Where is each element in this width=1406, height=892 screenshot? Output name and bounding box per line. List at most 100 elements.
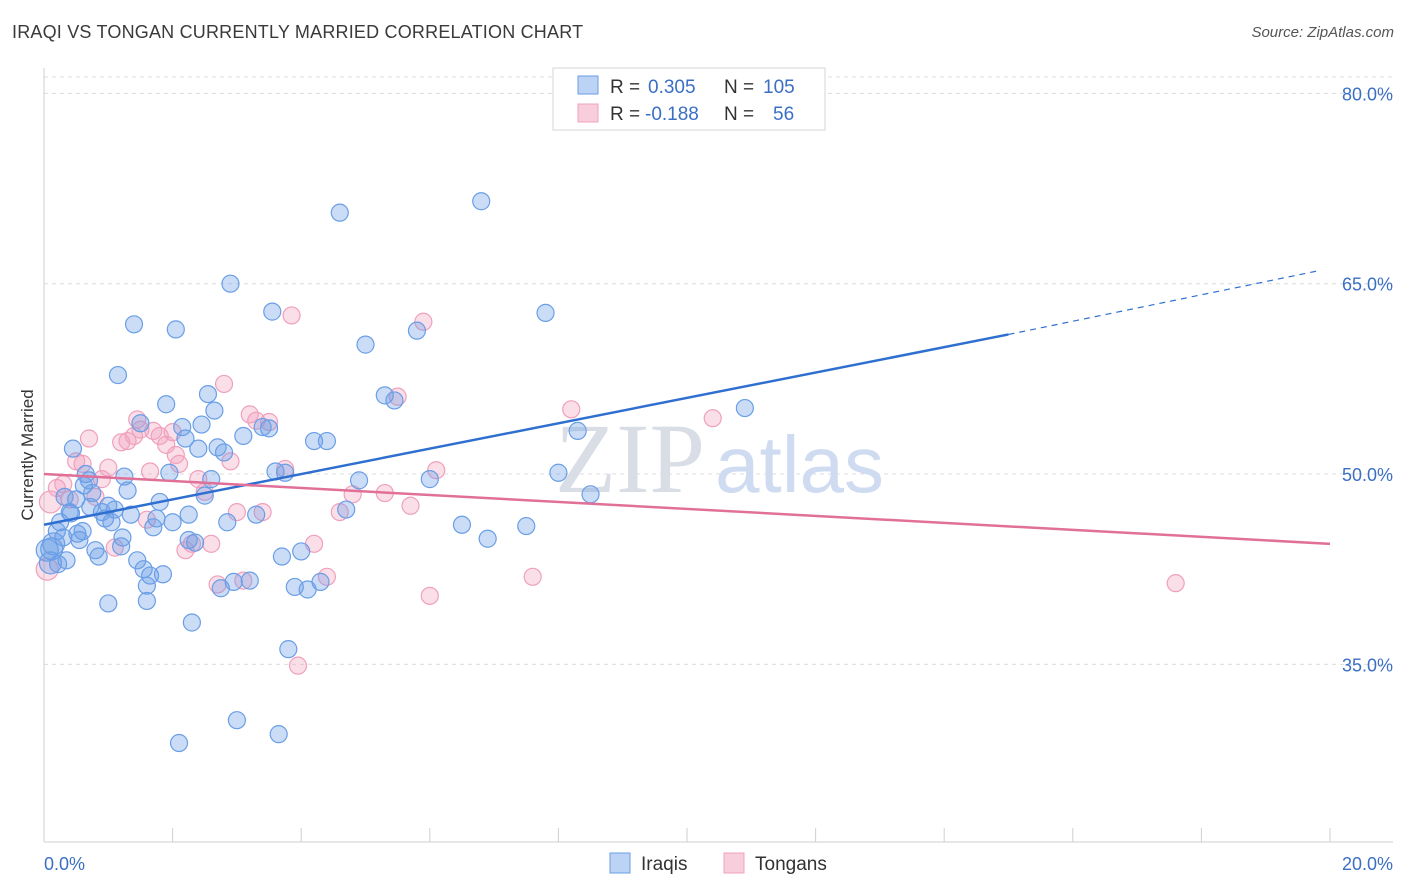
- iraqis-point: [131, 414, 150, 433]
- tongans-point: [523, 567, 542, 586]
- iraqis-point: [121, 505, 140, 524]
- iraqis-point: [176, 429, 195, 448]
- y-tick-label-2: 50.0%: [1342, 465, 1393, 485]
- iraqis-point: [269, 725, 288, 744]
- tongans-point: [427, 461, 446, 480]
- legend-tongan-n: 56: [773, 104, 794, 125]
- iraqis-point: [292, 542, 311, 561]
- iraqis-point: [81, 497, 100, 517]
- iraqis-point: [234, 426, 253, 446]
- tongans-point: [92, 470, 111, 489]
- iraqis-point: [49, 555, 68, 574]
- tongans-point: [73, 454, 92, 473]
- iraqis-point: [192, 415, 211, 434]
- iraqis-point: [202, 470, 221, 489]
- iraqis-point: [214, 443, 234, 462]
- iraqi-trend-extension: [1008, 270, 1318, 336]
- iraqis-point: [218, 513, 237, 532]
- legend-tongan-r: -0.188: [645, 104, 699, 125]
- iraqis-point: [179, 505, 198, 524]
- iraqis-point: [137, 576, 156, 595]
- tongans-point: [420, 586, 439, 605]
- watermark: ZIP atlas: [555, 403, 884, 514]
- iraqis-point: [472, 192, 491, 211]
- iraqis-point: [186, 533, 205, 552]
- iraqis-point: [568, 421, 587, 440]
- iraqis-point: [356, 335, 375, 354]
- legend-tongan-swatch: [577, 103, 599, 123]
- iraqis-point: [317, 431, 337, 451]
- iraqis-point: [169, 733, 189, 753]
- iraqis-point: [205, 401, 224, 420]
- tongans-point: [234, 571, 253, 590]
- chart-source: Source: ZipAtlas.com: [1251, 24, 1394, 41]
- iraqis-point: [189, 439, 208, 458]
- iraqis-point: [385, 391, 404, 410]
- tongans-point: [401, 496, 420, 515]
- iraqis-point: [68, 524, 87, 543]
- axes: [43, 68, 1393, 843]
- iraqis-point: [128, 551, 147, 570]
- tongans-point: [214, 374, 234, 394]
- iraqis-point: [124, 315, 144, 334]
- iraqis-point: [140, 566, 160, 585]
- iraqis-point: [349, 471, 369, 490]
- iraqis-point: [173, 417, 192, 437]
- iraqis-point: [311, 572, 330, 591]
- iraqis-point: [279, 640, 298, 659]
- iraqis-point: [40, 537, 64, 561]
- legend-iraqi-n: 105: [763, 77, 795, 98]
- iraqis-point: [735, 398, 754, 418]
- y-axis-title: Currently Married: [18, 389, 37, 520]
- tongans-point: [131, 420, 150, 439]
- x-tick-label-max: 20.0%: [1342, 854, 1393, 874]
- iraqis-point: [420, 470, 439, 489]
- watermark-zip: ZIP: [555, 403, 705, 514]
- iraqis-point: [182, 613, 201, 632]
- iraqis-point: [67, 490, 86, 509]
- iraqi-trend-line: [43, 333, 1009, 527]
- bottom-legend-iraqi-label: Iraqis: [641, 854, 687, 875]
- stats-legend: R = 0.305 N = 105 R = -0.188 N = 56: [552, 67, 826, 131]
- y-tick-label-1: 65.0%: [1342, 275, 1393, 295]
- iraqis-point: [375, 386, 394, 405]
- iraqis-point: [195, 486, 214, 505]
- chart-title: IRAQI VS TONGAN CURRENTLY MARRIED CORREL…: [12, 22, 584, 42]
- iraqis-point: [337, 500, 356, 519]
- iraqis-point: [99, 594, 118, 613]
- iraqi-points: [35, 192, 754, 753]
- watermark-atlas: atlas: [715, 420, 884, 509]
- y-tick-labels: 80.0% 65.0% 50.0% 35.0%: [1342, 84, 1393, 675]
- iraqis-point: [137, 591, 156, 611]
- iraqis-point: [221, 274, 240, 293]
- iraqis-point: [115, 467, 134, 486]
- tongans-point: [562, 400, 581, 419]
- tongans-point: [35, 557, 59, 581]
- tongan-points: [35, 306, 1185, 675]
- tongans-point: [221, 452, 240, 471]
- iraqis-point: [407, 321, 427, 340]
- tongans-point: [137, 510, 156, 529]
- series-legend: Iraqis Tongans: [609, 852, 827, 875]
- legend-tongan-r-label: R =: [610, 104, 640, 125]
- tongans-point: [282, 306, 301, 325]
- iraqis-point: [113, 528, 132, 547]
- trend-lines: [43, 270, 1331, 546]
- iraqis-point: [330, 203, 349, 222]
- iraqis-point: [581, 485, 600, 504]
- tongans-point: [414, 312, 433, 331]
- iraqis-point: [253, 417, 272, 437]
- iraqis-point: [160, 463, 179, 482]
- iraqis-point: [55, 487, 74, 506]
- iraqis-point: [157, 395, 176, 414]
- tongans-point: [140, 462, 160, 481]
- iraqis-point: [73, 522, 92, 541]
- tongans-point: [79, 429, 99, 448]
- iraqis-point: [74, 476, 93, 495]
- tongans-point: [99, 458, 118, 477]
- iraqis-point: [549, 463, 568, 482]
- tongans-point: [1166, 574, 1185, 593]
- tongans-point: [288, 656, 308, 675]
- iraqis-point: [272, 547, 292, 566]
- bottom-legend-tongan-label: Tongans: [755, 854, 827, 875]
